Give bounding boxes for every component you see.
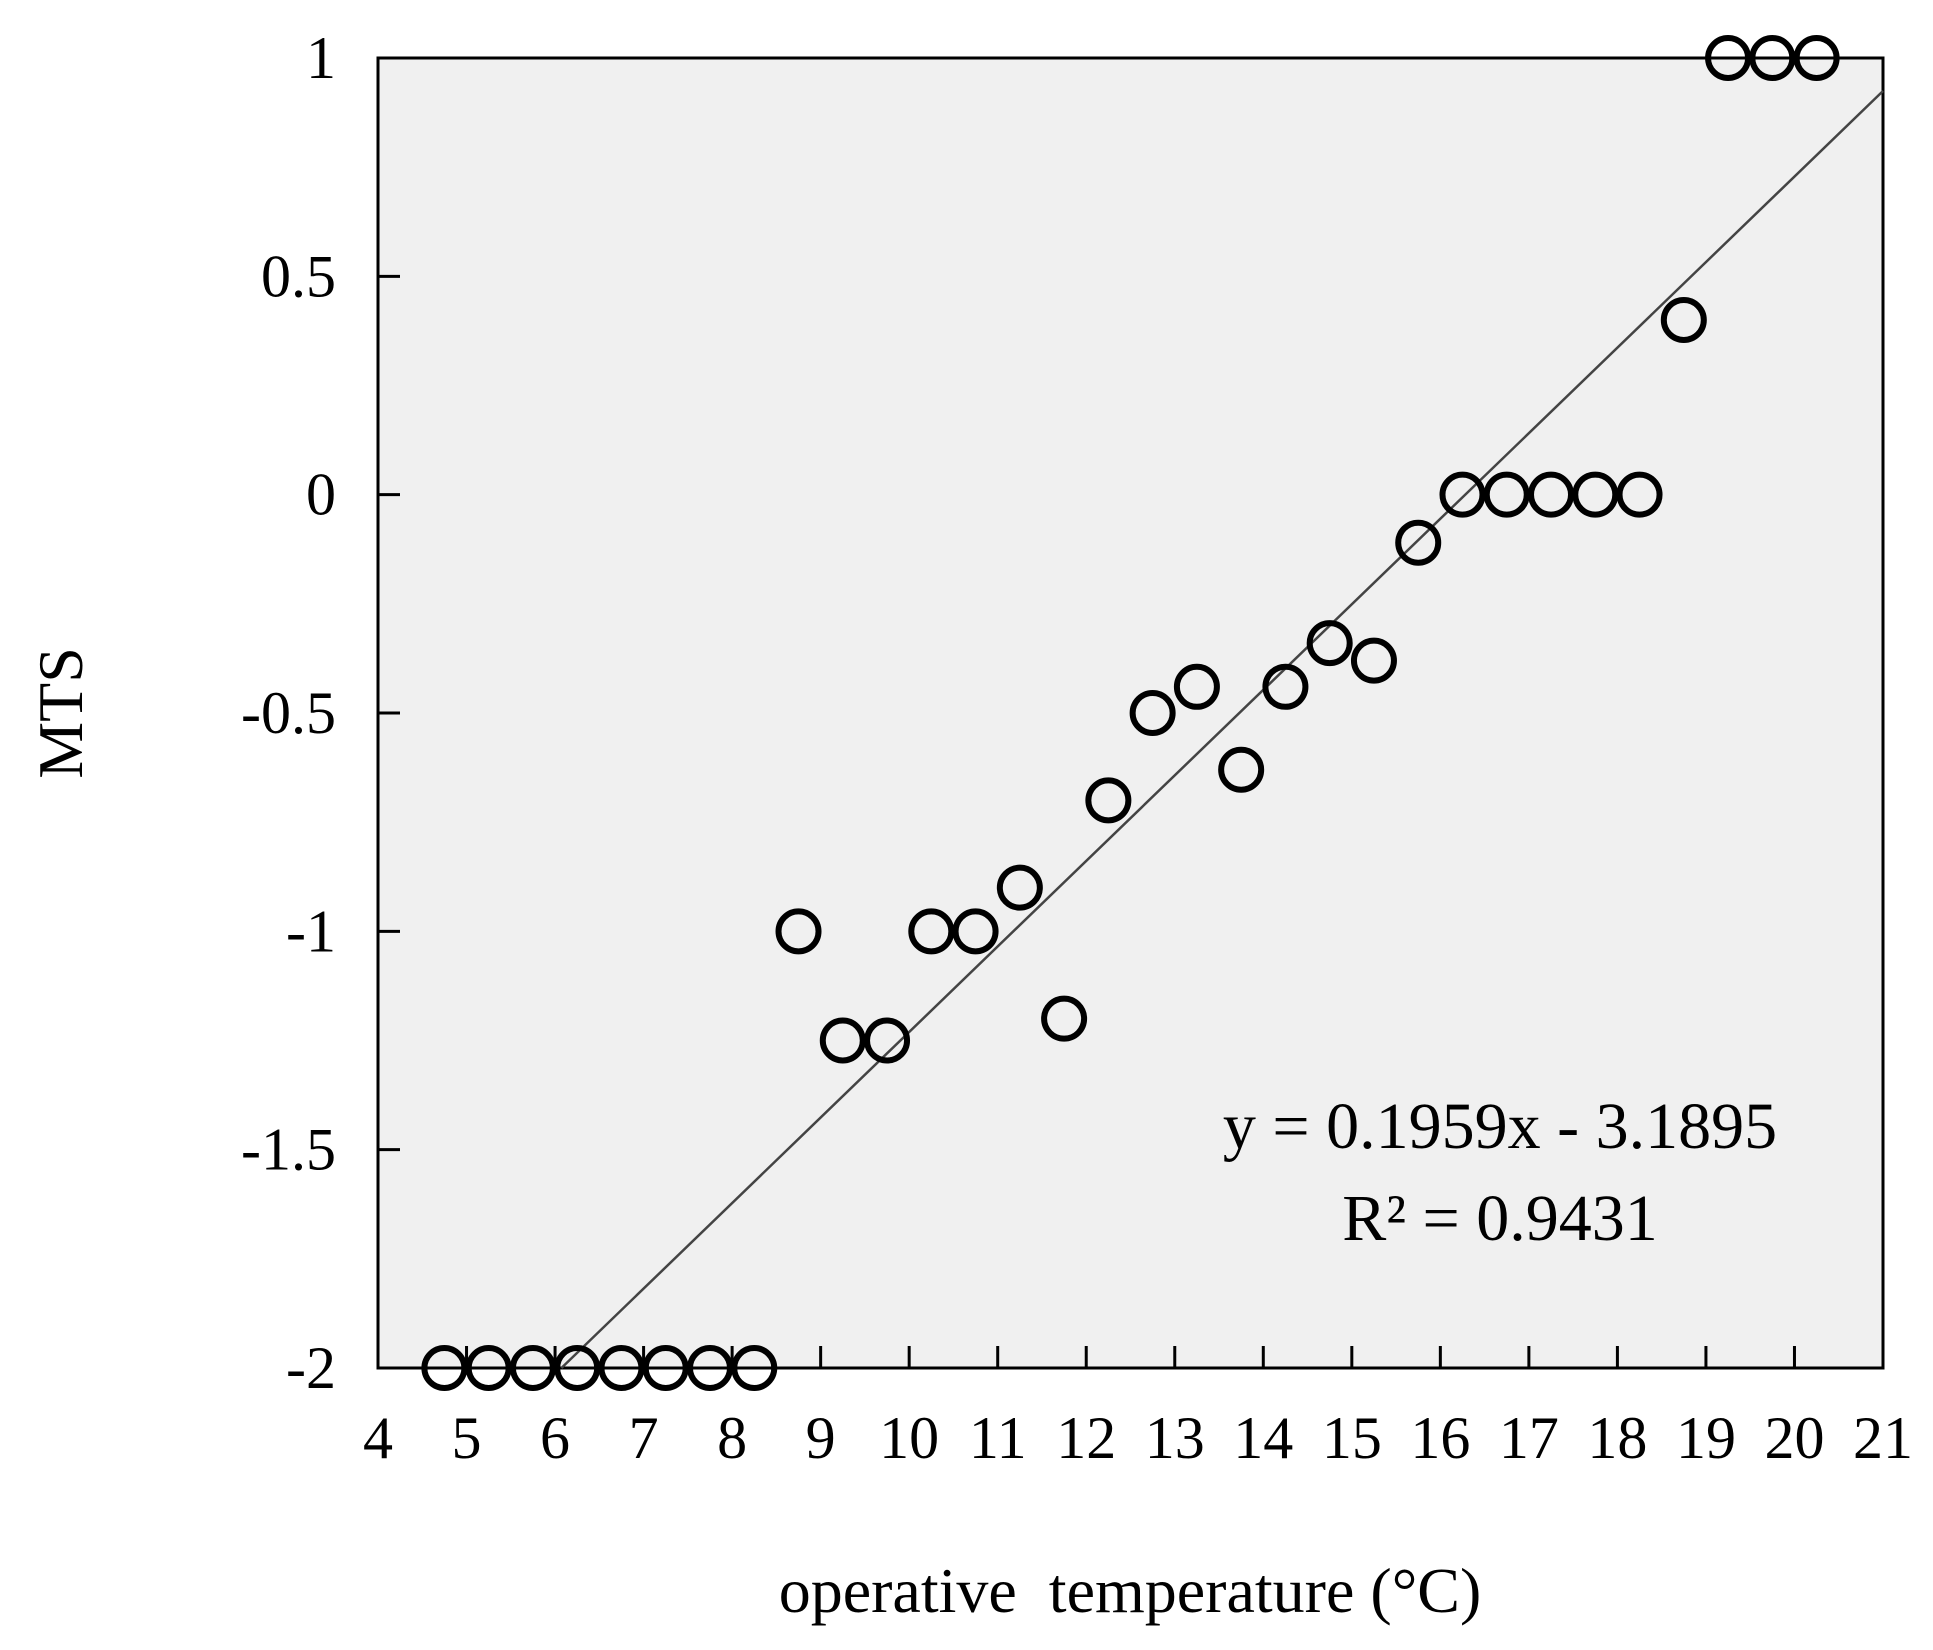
y-tick-label: -2 (286, 1335, 336, 1401)
data-point (465, 1345, 512, 1391)
data-point (908, 908, 955, 955)
r-squared-label: R² = 0.9431 (1342, 1182, 1658, 1255)
x-tick-label: 17 (1499, 1405, 1559, 1471)
x-tick-label: 14 (1233, 1405, 1293, 1471)
y-tick-label: -1.5 (241, 1117, 336, 1183)
regression-equation: y = 0.1959x - 3.1895 (1223, 1090, 1777, 1163)
x-tick-label: 18 (1587, 1405, 1647, 1471)
y-axis-label: MTS (25, 647, 96, 779)
x-axis-label: operative temperature (°C) (779, 1555, 1482, 1626)
x-tick-label: 15 (1322, 1405, 1382, 1471)
y-tick-label: 0.5 (261, 243, 336, 309)
data-point (1749, 35, 1796, 81)
x-tick-label: 11 (969, 1405, 1027, 1471)
data-point (1439, 471, 1486, 518)
data-point (1528, 471, 1575, 518)
data-point (731, 1345, 778, 1391)
data-point (996, 864, 1043, 911)
data-point (1085, 777, 1132, 824)
data-point (421, 1345, 468, 1391)
trendline (560, 90, 1884, 1369)
data-point (1660, 297, 1707, 343)
x-tick-label: 13 (1145, 1405, 1205, 1471)
data-point (598, 1345, 645, 1391)
x-tick-label: 16 (1410, 1405, 1470, 1471)
data-point (1129, 690, 1176, 736)
data-point (1173, 663, 1220, 710)
data-point (1306, 620, 1353, 667)
data-point (509, 1345, 556, 1391)
y-tick-label: -0.5 (241, 680, 336, 746)
x-axis-ticks: 4 5 6 7 8 9 10 11 12 13 14 15 16 17 18 19 20 21 (363, 1346, 1913, 1471)
data-point (554, 1345, 601, 1391)
x-tick-label: 20 (1764, 1405, 1824, 1471)
data-point (642, 1345, 689, 1391)
data-point (864, 1017, 911, 1064)
y-tick-label: 1 (306, 25, 336, 91)
y-axis-ticks: 1 0.5 0 -0.5 -1 -1.5 -2 (241, 25, 400, 1401)
data-point (952, 908, 999, 955)
data-point (1350, 637, 1397, 684)
x-tick-label: 6 (540, 1405, 570, 1471)
x-tick-label: 5 (452, 1405, 482, 1471)
x-tick-label: 8 (717, 1405, 747, 1471)
trendline-group (560, 90, 1884, 1369)
x-tick-label: 10 (879, 1405, 939, 1471)
data-point (1218, 746, 1265, 793)
data-points (421, 35, 1840, 1391)
data-point (1572, 471, 1619, 518)
data-point (819, 1017, 866, 1064)
data-point (1262, 663, 1309, 710)
y-tick-label: -1 (286, 898, 336, 964)
x-tick-label: 21 (1853, 1405, 1913, 1471)
data-point (1483, 471, 1530, 518)
data-point (1705, 35, 1752, 81)
data-point (1395, 519, 1442, 566)
y-tick-label: 0 (306, 462, 336, 528)
x-tick-label: 19 (1676, 1405, 1736, 1471)
x-tick-label: 9 (806, 1405, 836, 1471)
data-point (686, 1345, 733, 1391)
data-point (775, 908, 822, 955)
data-point (1793, 35, 1840, 81)
x-tick-label: 7 (629, 1405, 659, 1471)
data-point (1041, 995, 1088, 1042)
x-tick-label: 4 (363, 1405, 393, 1471)
data-point (1616, 471, 1663, 518)
x-tick-label: 12 (1056, 1405, 1116, 1471)
